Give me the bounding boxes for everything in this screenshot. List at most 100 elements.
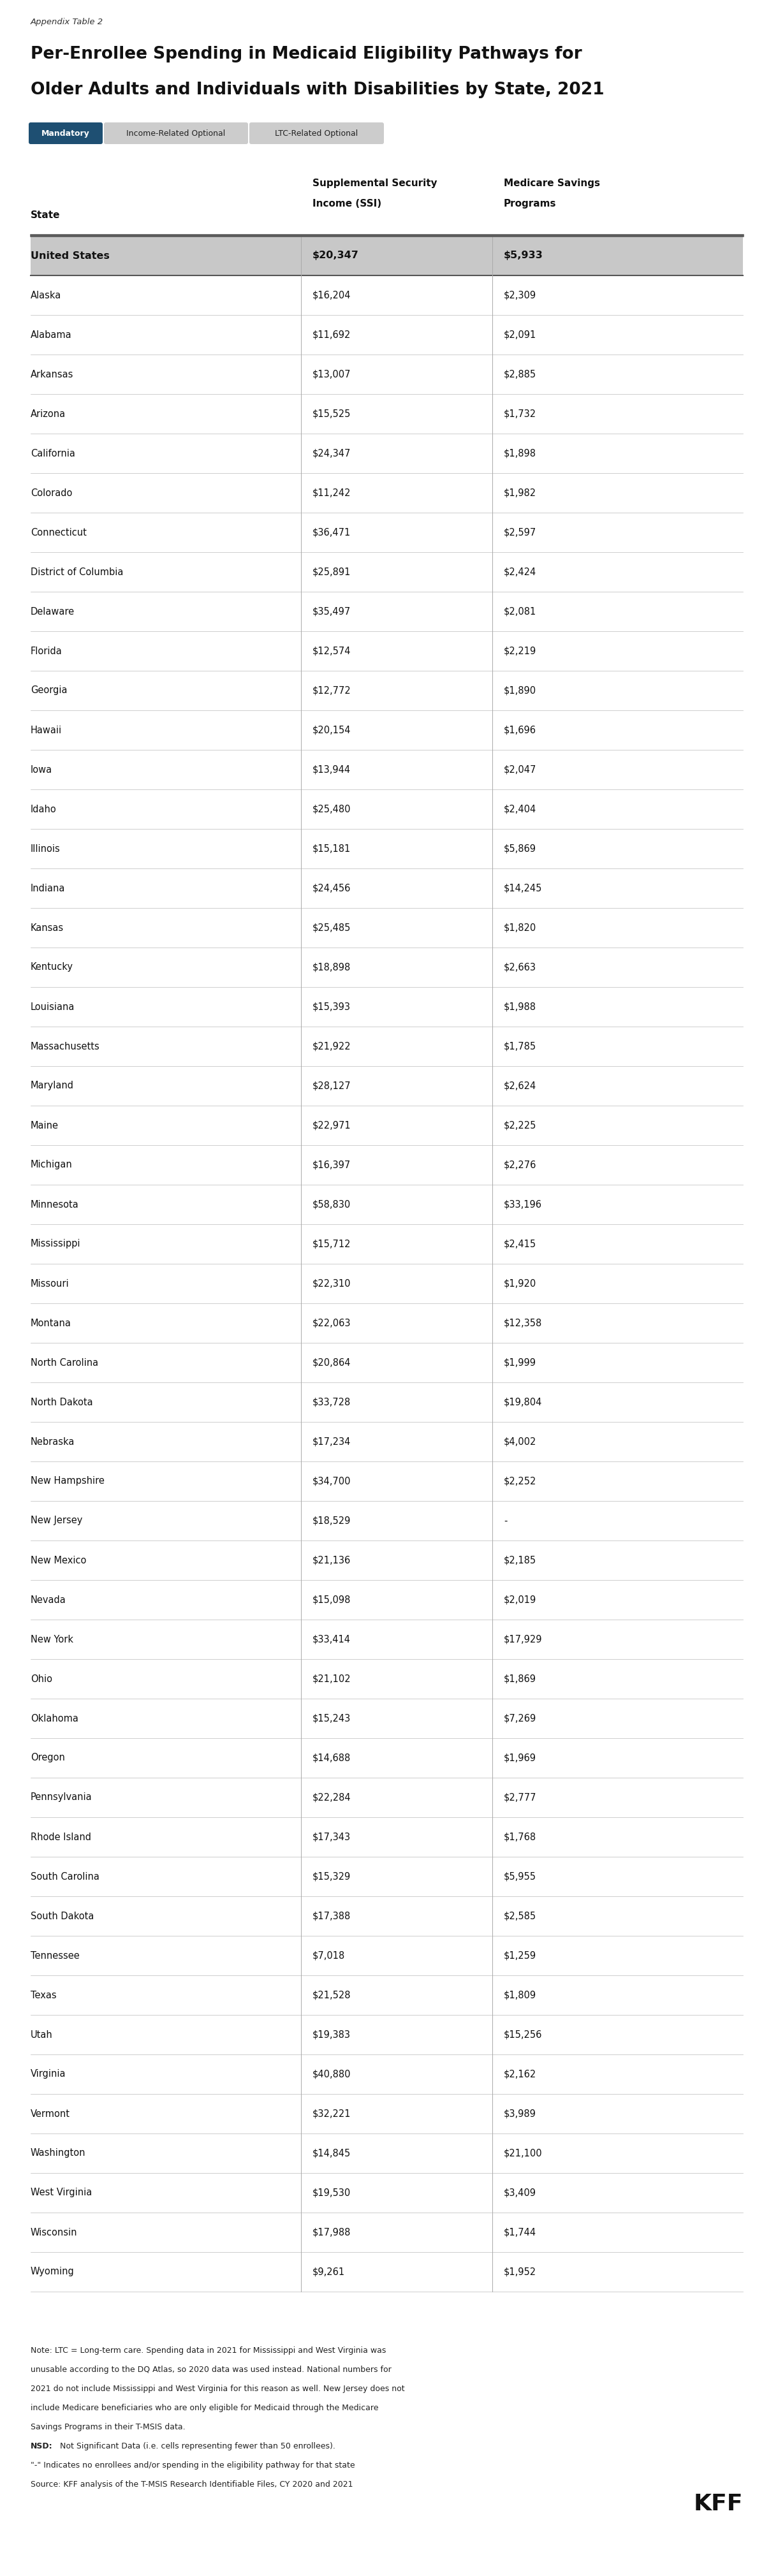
Text: $18,898: $18,898: [313, 963, 351, 971]
Text: $20,864: $20,864: [313, 1358, 351, 1368]
Text: $1,820: $1,820: [504, 922, 537, 933]
Text: $14,845: $14,845: [313, 2148, 351, 2159]
Text: $1,999: $1,999: [504, 1358, 536, 1368]
Text: Appendix Table 2: Appendix Table 2: [30, 18, 103, 26]
Text: $15,329: $15,329: [313, 1873, 351, 1880]
Text: $1,869: $1,869: [504, 1674, 536, 1685]
Text: South Carolina: South Carolina: [30, 1873, 100, 1880]
Text: $15,712: $15,712: [313, 1239, 351, 1249]
Text: Not Significant Data (i.e. cells representing fewer than 50 enrollees).: Not Significant Data (i.e. cells represe…: [58, 2442, 335, 2450]
Text: $5,955: $5,955: [504, 1873, 536, 1880]
Text: $2,885: $2,885: [504, 368, 536, 379]
Text: Virginia: Virginia: [30, 2069, 66, 2079]
Text: $35,497: $35,497: [313, 608, 351, 616]
Text: $17,929: $17,929: [504, 1636, 542, 1643]
Text: $25,891: $25,891: [313, 567, 351, 577]
Text: $20,347: $20,347: [313, 250, 359, 260]
Text: $25,480: $25,480: [313, 804, 351, 814]
Text: Minnesota: Minnesota: [30, 1200, 79, 1208]
Text: $11,242: $11,242: [313, 487, 351, 497]
Text: $3,989: $3,989: [504, 2110, 536, 2117]
Text: Florida: Florida: [30, 647, 62, 657]
Text: $1,732: $1,732: [504, 410, 536, 417]
Text: Vermont: Vermont: [30, 2110, 70, 2117]
Text: $24,456: $24,456: [313, 884, 351, 894]
Text: Alaska: Alaska: [30, 291, 61, 299]
Text: $14,688: $14,688: [313, 1754, 351, 1762]
Text: $21,136: $21,136: [313, 1556, 351, 1566]
Text: $2,091: $2,091: [504, 330, 537, 340]
Text: Texas: Texas: [30, 1991, 57, 1999]
Text: $32,221: $32,221: [313, 2110, 351, 2117]
Text: District of Columbia: District of Columbia: [30, 567, 124, 577]
Text: Hawaii: Hawaii: [30, 726, 62, 734]
Text: $15,098: $15,098: [313, 1595, 351, 1605]
Text: $22,310: $22,310: [313, 1278, 351, 1288]
Text: Older Adults and Individuals with Disabilities by State, 2021: Older Adults and Individuals with Disabi…: [30, 82, 605, 98]
Text: Massachusetts: Massachusetts: [30, 1041, 100, 1051]
Text: Oregon: Oregon: [30, 1754, 65, 1762]
Text: Rhode Island: Rhode Island: [30, 1832, 91, 1842]
Text: Medicare Savings: Medicare Savings: [504, 178, 600, 188]
Text: $36,471: $36,471: [313, 528, 351, 538]
Text: Mississippi: Mississippi: [30, 1239, 81, 1249]
Text: $12,574: $12,574: [313, 647, 351, 657]
Text: Utah: Utah: [30, 2030, 53, 2040]
Text: $2,309: $2,309: [504, 291, 536, 299]
Text: Kentucky: Kentucky: [30, 963, 73, 971]
Text: Montana: Montana: [30, 1319, 72, 1327]
Text: $17,988: $17,988: [313, 2228, 351, 2236]
Text: $9,261: $9,261: [313, 2267, 345, 2277]
Text: $12,772: $12,772: [313, 685, 351, 696]
Text: South Dakota: South Dakota: [30, 1911, 94, 1922]
Text: include Medicare beneficiaries who are only eligible for Medicaid through the Me: include Medicare beneficiaries who are o…: [30, 2403, 378, 2411]
Text: Washington: Washington: [30, 2148, 86, 2159]
Text: $19,804: $19,804: [504, 1396, 542, 1406]
Text: Kansas: Kansas: [30, 922, 64, 933]
Text: $2,185: $2,185: [504, 1556, 536, 1566]
Text: $1,259: $1,259: [504, 1950, 536, 1960]
Text: Note: LTC = Long-term care. Spending data in 2021 for Mississippi and West Virgi: Note: LTC = Long-term care. Spending dat…: [30, 2347, 386, 2354]
Text: $33,196: $33,196: [504, 1200, 542, 1208]
Text: $21,922: $21,922: [313, 1041, 351, 1051]
Text: $2,019: $2,019: [504, 1595, 537, 1605]
Text: LTC-Related Optional: LTC-Related Optional: [275, 129, 358, 137]
Text: Savings Programs in their T-MSIS data.: Savings Programs in their T-MSIS data.: [30, 2424, 185, 2432]
Text: Nebraska: Nebraska: [30, 1437, 75, 1448]
Text: $7,269: $7,269: [504, 1713, 537, 1723]
Text: $34,700: $34,700: [313, 1476, 351, 1486]
Text: $2,663: $2,663: [504, 963, 536, 971]
Text: $1,890: $1,890: [504, 685, 536, 696]
Text: Arkansas: Arkansas: [30, 368, 74, 379]
Text: Arizona: Arizona: [30, 410, 66, 417]
Text: California: California: [30, 448, 75, 459]
Text: Income-Related Optional: Income-Related Optional: [127, 129, 226, 137]
Text: Per-Enrollee Spending in Medicaid Eligibility Pathways for: Per-Enrollee Spending in Medicaid Eligib…: [30, 46, 582, 62]
Text: North Carolina: North Carolina: [30, 1358, 98, 1368]
Text: Colorado: Colorado: [30, 487, 72, 497]
Text: $2,252: $2,252: [504, 1476, 537, 1486]
Text: $15,256: $15,256: [504, 2030, 542, 2040]
Text: $1,969: $1,969: [504, 1754, 536, 1762]
Text: Source: KFF analysis of the T-MSIS Research Identifiable Files, CY 2020 and 2021: Source: KFF analysis of the T-MSIS Resea…: [30, 2481, 353, 2488]
Text: $17,234: $17,234: [313, 1437, 351, 1448]
Text: $2,415: $2,415: [504, 1239, 536, 1249]
Text: United States: United States: [30, 250, 110, 260]
Text: Alabama: Alabama: [30, 330, 72, 340]
Text: Georgia: Georgia: [30, 685, 67, 696]
Text: $15,525: $15,525: [313, 410, 351, 417]
Text: $1,982: $1,982: [504, 487, 536, 497]
Text: Oklahoma: Oklahoma: [30, 1713, 79, 1723]
Text: $25,485: $25,485: [313, 922, 351, 933]
FancyBboxPatch shape: [249, 124, 384, 144]
Text: $22,971: $22,971: [313, 1121, 351, 1131]
Text: $2,624: $2,624: [504, 1082, 537, 1090]
Text: New Mexico: New Mexico: [30, 1556, 86, 1566]
Text: Pennsylvania: Pennsylvania: [30, 1793, 93, 1803]
Text: $3,409: $3,409: [504, 2187, 536, 2197]
Text: $17,343: $17,343: [313, 1832, 351, 1842]
Text: $2,081: $2,081: [504, 608, 537, 616]
Text: $2,597: $2,597: [504, 528, 537, 538]
Text: $24,347: $24,347: [313, 448, 351, 459]
Text: $5,869: $5,869: [504, 845, 536, 853]
